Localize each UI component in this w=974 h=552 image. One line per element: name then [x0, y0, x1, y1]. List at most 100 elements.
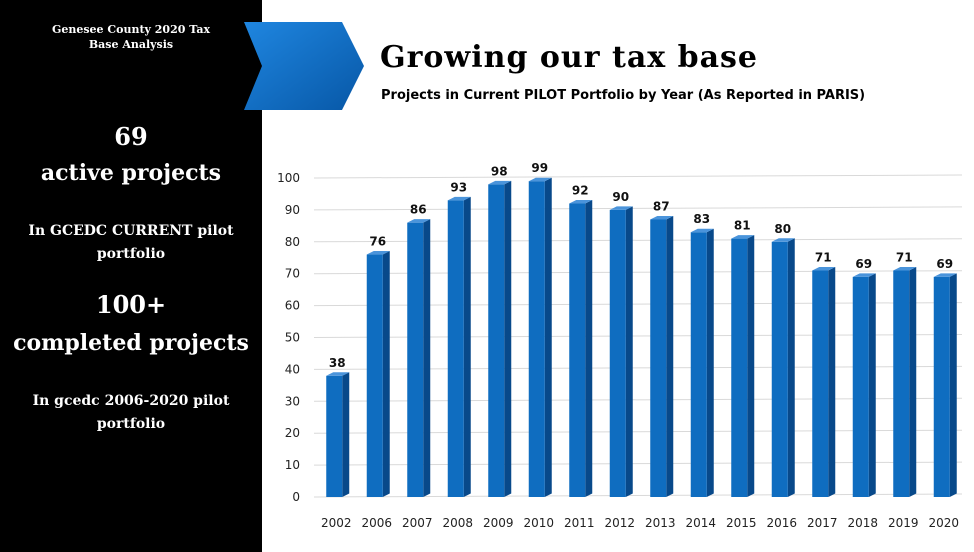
y-tick-label: 60 — [285, 299, 300, 313]
bar-top — [650, 215, 674, 220]
y-tick-label: 10 — [285, 458, 300, 472]
bar-top — [812, 267, 836, 271]
sidebar-header-line2: Base Analysis — [88, 38, 174, 51]
x-tick-label: 2020 — [928, 516, 959, 530]
chart-bars — [326, 177, 957, 498]
bar-front — [771, 241, 788, 497]
bar-2012 — [609, 206, 633, 497]
sidebar-header: Genesee County 2020 Tax Base Analysis — [0, 22, 262, 52]
y-axis-ticks: 0 10 20 30 40 50 60 70 80 90 100 — [277, 171, 300, 504]
data-label: 90 — [612, 190, 629, 204]
data-label: 83 — [693, 212, 710, 226]
active-projects-count: 69 — [114, 122, 148, 151]
bar-top — [690, 228, 714, 233]
bar-side — [625, 206, 633, 497]
x-tick-label: 2016 — [766, 516, 797, 530]
bar-top — [326, 372, 350, 376]
bar-front — [852, 276, 869, 497]
bar-2010 — [528, 177, 552, 497]
gridline — [313, 206, 963, 211]
bar-front — [447, 200, 464, 497]
y-tick-label: 100 — [277, 171, 300, 185]
x-tick-label: 2009 — [483, 516, 514, 530]
x-tick-label: 2002 — [321, 516, 352, 530]
data-label: 99 — [531, 161, 548, 175]
x-axis-ticks: 2002 2006 2007 2008 2009 2010 2011 2012 2013 2014… — [321, 516, 959, 530]
y-tick-label: 0 — [292, 490, 300, 504]
bar-top — [407, 219, 431, 223]
data-label: 86 — [410, 203, 427, 217]
bar-front — [326, 375, 343, 497]
bar-top — [852, 273, 876, 277]
x-tick-label: 2015 — [726, 516, 757, 530]
bar-top — [366, 251, 390, 255]
data-label: 80 — [774, 222, 791, 236]
bar-front — [609, 209, 626, 497]
data-label: 38 — [329, 356, 346, 370]
x-tick-label: 2008 — [442, 516, 473, 530]
x-tick-label: 2014 — [685, 516, 716, 530]
completed-projects-count: 100+ — [95, 290, 167, 319]
y-tick-label: 40 — [285, 362, 300, 376]
bar-side — [909, 267, 917, 497]
bar-side — [747, 235, 755, 498]
bar-2011 — [569, 200, 593, 497]
bar-2020 — [933, 273, 957, 497]
data-label: 71 — [896, 251, 913, 265]
bar-side — [463, 196, 471, 497]
data-label: 69 — [855, 257, 872, 271]
x-tick-label: 2010 — [523, 516, 554, 530]
bar-2014 — [690, 228, 714, 497]
data-label: 71 — [815, 251, 832, 265]
y-tick-label: 80 — [285, 235, 300, 249]
bar-top — [488, 180, 512, 185]
bar-side — [382, 251, 390, 497]
y-tick-label: 30 — [285, 394, 300, 408]
data-label: 87 — [653, 199, 670, 213]
chevron-arrow-icon — [244, 22, 364, 110]
bar-front — [933, 276, 950, 497]
bar-top — [447, 196, 471, 201]
bar-top — [569, 200, 593, 204]
completed-projects-label: completed projects — [13, 330, 249, 356]
y-tick-label: 90 — [285, 203, 300, 217]
bar-side — [828, 267, 836, 497]
bar-side — [342, 372, 350, 497]
bar-front — [528, 181, 545, 497]
y-tick-label: 20 — [285, 426, 300, 440]
bar-side — [787, 238, 795, 498]
bar-2017 — [812, 267, 836, 497]
bar-top — [771, 238, 795, 242]
bar-front — [690, 232, 707, 497]
bar-2006 — [366, 251, 390, 497]
bar-front — [407, 222, 424, 497]
bar-side — [585, 200, 593, 497]
active-projects-description: In GCEDC CURRENT pilot portfolio — [28, 223, 234, 262]
data-label: 76 — [369, 235, 386, 249]
bar-side — [868, 273, 876, 497]
bar-chart: 0 10 20 30 40 50 60 70 80 90 100 38 76 86 93 98 99 92 90 8… — [277, 161, 963, 530]
data-label: 98 — [491, 164, 508, 178]
bar-2015 — [731, 235, 755, 498]
x-tick-label: 2007 — [402, 516, 433, 530]
completed-projects-description: In gcedc 2006-2020 pilot portfolio — [32, 393, 230, 432]
bar-front — [569, 203, 586, 497]
bar-front — [893, 270, 910, 497]
page-title: Growing our tax base — [380, 40, 758, 75]
bar-2013 — [650, 215, 674, 497]
bar-2016 — [771, 238, 795, 498]
bar-2018 — [852, 273, 876, 497]
bar-top — [933, 273, 957, 277]
data-labels: 38 76 86 93 98 99 92 90 87 83 81 80 71 69 71 69 — [329, 161, 953, 370]
x-tick-label: 2013 — [645, 516, 676, 530]
x-tick-label: 2011 — [564, 516, 595, 530]
gridline — [313, 174, 963, 179]
x-tick-label: 2017 — [807, 516, 838, 530]
x-tick-label: 2019 — [888, 516, 919, 530]
sidebar-header-line1: Genesee County 2020 Tax — [51, 23, 211, 36]
x-tick-label: 2018 — [847, 516, 878, 530]
bar-top — [893, 267, 917, 271]
bar-side — [544, 177, 552, 497]
data-label: 69 — [936, 257, 953, 271]
bar-top — [609, 206, 633, 210]
